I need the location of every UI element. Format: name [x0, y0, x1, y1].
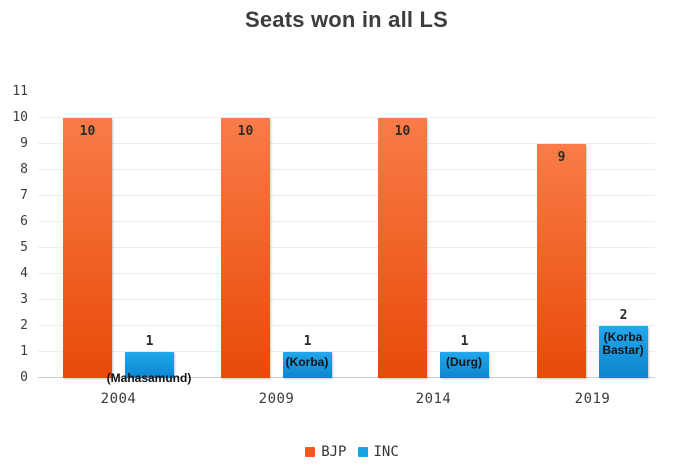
gridline	[38, 325, 655, 326]
bar-value-label-bjp: 10	[394, 124, 411, 139]
y-tick-label: 1	[20, 344, 28, 359]
bar-bjp[interactable]	[221, 118, 270, 378]
bar-group: 9 2 (Korba Bastar) 2019	[537, 92, 648, 407]
chart-title: Seats won in all LS	[244, 7, 449, 32]
gridline	[38, 221, 655, 222]
bar-inc[interactable]	[440, 352, 489, 378]
bar-bjp[interactable]	[537, 144, 586, 378]
bar-inc[interactable]	[283, 352, 332, 378]
y-tick-label: 2	[20, 318, 28, 333]
y-tick-label: 7	[20, 188, 28, 203]
bar-value-label-inc: 2	[619, 308, 628, 323]
bar-bjp[interactable]	[378, 118, 427, 378]
constituency-annotation: (Mahasamund)	[106, 371, 192, 385]
legend-swatch-bjp	[305, 447, 316, 457]
bar-inc[interactable]	[599, 326, 648, 378]
gridline	[38, 351, 655, 352]
bar-group: 10 1 (Korba) 2009	[221, 92, 332, 407]
legend-item-bjp[interactable]: BJP	[305, 444, 347, 460]
bar-value-label-bjp: 9	[557, 150, 566, 165]
gridline	[38, 273, 655, 274]
bar-group: 10 1 (Mahasamund) 2004	[63, 92, 191, 407]
y-tick-label: 11	[12, 84, 28, 99]
legend-swatch-inc	[357, 447, 368, 457]
x-tick-label: 2004	[100, 391, 137, 407]
constituency-annotation: (Durg)	[446, 355, 482, 369]
x-axis-line	[38, 377, 655, 378]
x-tick-label: 2019	[574, 391, 611, 407]
x-tick-label: 2009	[258, 391, 295, 407]
legend-label-inc: INC	[373, 444, 399, 460]
y-tick-label: 5	[20, 240, 28, 255]
legend-label-bjp: BJP	[321, 444, 347, 460]
y-tick-label: 8	[20, 162, 28, 177]
y-tick-label: 10	[12, 110, 28, 125]
legend: BJP INC	[30, 444, 674, 460]
gridline	[38, 117, 655, 118]
gridline	[38, 195, 655, 196]
legend-item-inc[interactable]: INC	[357, 444, 399, 460]
bar-bjp[interactable]	[63, 118, 112, 378]
y-axis: 0 1 2 3 4 5 6 7 8 9 10 11	[0, 84, 28, 385]
bar-value-label-inc: 1	[303, 334, 312, 349]
constituency-annotation: (Korba)	[285, 355, 329, 369]
bar-group: 10 1 (Durg) 2014	[378, 92, 489, 407]
x-tick-label: 2014	[415, 391, 452, 407]
gridline	[38, 143, 655, 144]
y-tick-label: 6	[20, 214, 28, 229]
y-tick-label: 3	[20, 292, 28, 307]
y-tick-label: 0	[20, 370, 28, 385]
y-tick-label: 9	[20, 136, 28, 151]
gridline	[38, 299, 655, 300]
gridline	[38, 247, 655, 248]
bar-value-label-inc: 1	[145, 334, 154, 349]
bar-value-label-inc: 1	[460, 334, 469, 349]
bar-inc[interactable]	[125, 352, 174, 378]
constituency-annotation: (Korba Bastar)	[602, 330, 644, 357]
y-tick-label: 4	[20, 266, 28, 281]
bar-value-label-bjp: 10	[79, 124, 96, 139]
plot-area: 10 1 (Mahasamund) 2004 10 1 (Korba) 2009 10 1 (Dur…	[38, 92, 655, 407]
gridline	[38, 169, 655, 170]
bar-value-label-bjp: 10	[237, 124, 254, 139]
